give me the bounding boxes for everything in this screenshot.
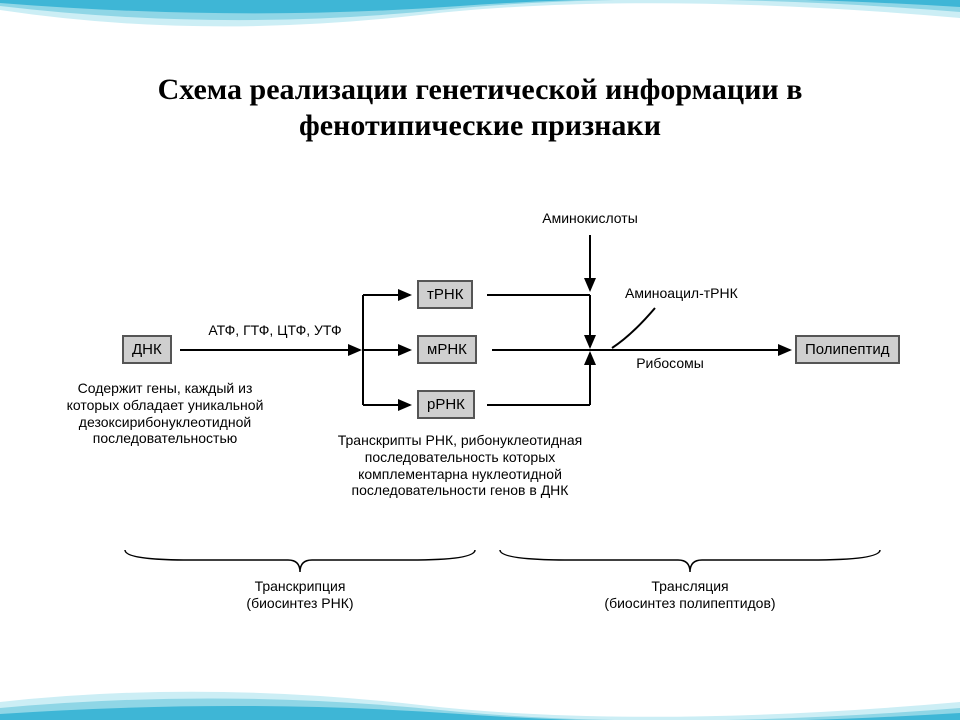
ntps-label: АТФ, ГТФ, ЦТФ, УТФ <box>190 322 360 339</box>
trna-box: тРНК <box>417 280 473 309</box>
polypeptide-box: Полипептид <box>795 335 900 364</box>
dna-box: ДНК <box>122 335 172 364</box>
transcription-label: Транскрипция (биосинтез РНК) <box>180 578 420 612</box>
mrna-box: мРНК <box>417 335 477 364</box>
aminoacyl-label: Аминоацил-тРНК <box>625 285 785 302</box>
diagram-area: ДНК тРНК мРНК рРНК Полипептид АТФ, ГТФ, … <box>60 200 900 630</box>
ribosomes-label: Рибосомы <box>620 355 720 372</box>
slide-title: Схема реализации генетической информации… <box>120 72 840 144</box>
translation-label: Трансляция (биосинтез полипептидов) <box>570 578 810 612</box>
aminoacids-label: Аминокислоты <box>520 210 660 227</box>
rna-description: Транскрипты РНК, рибонуклеотидная послед… <box>315 432 605 499</box>
dna-description: Содержит гены, каждый из которых обладае… <box>60 380 270 447</box>
rrna-box: рРНК <box>417 390 475 419</box>
